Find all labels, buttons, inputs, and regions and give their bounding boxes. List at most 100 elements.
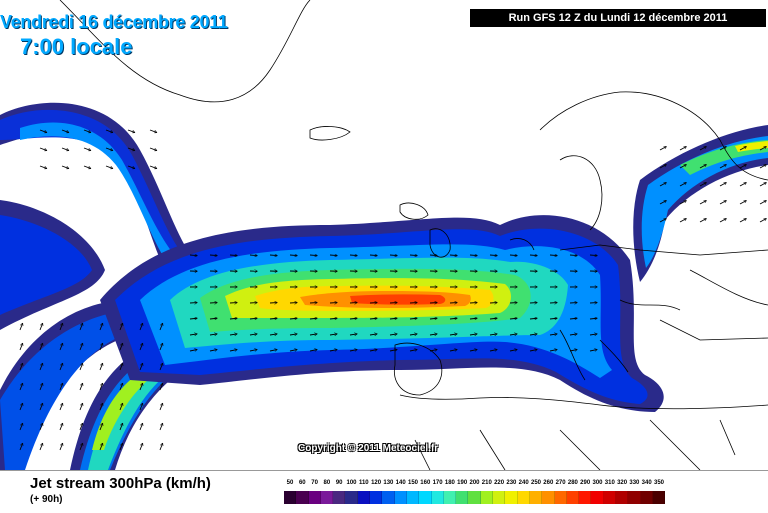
legend-swatch [616, 491, 628, 504]
wind-arrow-icon [390, 255, 397, 256]
legend-swatch [542, 491, 554, 504]
legend-swatch [555, 491, 567, 504]
legend-swatch [456, 491, 468, 504]
legend-label: 140 [395, 480, 407, 486]
legend-label: 170 [432, 480, 444, 486]
legend-swatch [444, 491, 456, 504]
wind-arrow-icon [510, 255, 517, 256]
legend-swatch [481, 491, 493, 504]
wind-arrow-icon [62, 166, 69, 168]
wind-arrow-icon [128, 130, 135, 132]
legend-swatch [653, 491, 665, 504]
wind-arrow-icon [720, 201, 726, 204]
wind-arrow-icon [570, 255, 577, 256]
legend-label: 350 [653, 480, 665, 486]
wind-arrow-icon [80, 403, 83, 410]
legend-label: 270 [555, 480, 567, 486]
wind-arrow-icon [740, 219, 746, 222]
wind-arrow-icon [20, 323, 23, 330]
wind-arrow-icon [60, 403, 63, 410]
legend-label: 60 [296, 480, 308, 486]
legend-label: 100 [346, 480, 358, 486]
copyright-text: Copyright © 2011 Meteociel.fr [298, 443, 438, 454]
legend-label: 320 [616, 480, 628, 486]
wind-arrow-icon [84, 166, 91, 168]
wind-arrow-icon [160, 443, 163, 450]
wind-arrow-icon [250, 255, 257, 256]
legend-swatch [358, 491, 370, 504]
legend-label: 210 [481, 480, 493, 486]
legend-label: 160 [419, 480, 431, 486]
wind-arrow-icon [530, 255, 537, 256]
wind-arrow-icon [330, 255, 337, 256]
wind-arrow-icon [740, 201, 746, 204]
wind-arrow-icon [140, 423, 143, 430]
legend-color-scale [284, 491, 665, 504]
legend-label: 120 [370, 480, 382, 486]
legend-label: 340 [641, 480, 653, 486]
legend-label: 310 [604, 480, 616, 486]
legend-swatch [309, 491, 321, 504]
wind-arrow-icon [680, 219, 686, 222]
legend-swatch [591, 491, 603, 504]
legend-label: 260 [542, 480, 554, 486]
wind-arrow-icon [740, 183, 746, 186]
legend-label: 240 [518, 480, 530, 486]
legend-swatch [345, 491, 357, 504]
legend-label: 190 [456, 480, 468, 486]
legend-label: 110 [358, 480, 370, 486]
wind-arrow-icon [490, 255, 497, 256]
jet-stream-field [0, 103, 768, 470]
wind-arrow-icon [40, 148, 47, 150]
wind-arrow-icon [450, 255, 457, 256]
wind-arrow-icon [290, 255, 297, 256]
legend-swatch [419, 491, 431, 504]
wind-arrow-icon [590, 255, 597, 256]
model-run-label: Run GFS 12 Z du Lundi 12 décembre 2011 [470, 9, 766, 27]
wind-arrow-icon [270, 255, 277, 256]
wind-arrow-icon [160, 423, 163, 430]
wind-arrow-icon [470, 255, 477, 256]
wind-arrow-icon [150, 166, 157, 168]
wind-arrow-icon [700, 219, 706, 222]
wind-arrow-icon [84, 148, 91, 150]
legend-label: 250 [530, 480, 542, 486]
legend-swatch [432, 491, 444, 504]
wind-arrow-icon [150, 148, 157, 150]
wind-arrow-icon [310, 255, 317, 256]
wind-arrow-icon [140, 443, 143, 450]
wind-arrow-icon [760, 219, 766, 222]
wind-arrow-icon [40, 323, 43, 330]
jet-stream-map: Vendredi 16 décembre 2011 7:00 locale Ru… [0, 0, 768, 470]
wind-arrow-icon [550, 255, 557, 256]
chart-title: Jet stream 300hPa (km/h) [30, 475, 211, 492]
wind-arrow-icon [20, 343, 23, 350]
wind-arrow-icon [60, 443, 63, 450]
legend-label: 330 [628, 480, 640, 486]
wind-arrow-icon [680, 147, 686, 150]
legend-swatch [468, 491, 480, 504]
wind-arrow-icon [760, 183, 766, 186]
legend-swatch [296, 491, 308, 504]
legend-label: 300 [592, 480, 604, 486]
legend-label: 290 [579, 480, 591, 486]
legend-swatch [505, 491, 517, 504]
wind-arrow-icon [40, 166, 47, 168]
wind-arrow-icon [370, 255, 377, 256]
legend-swatch [407, 491, 419, 504]
wind-arrow-icon [760, 201, 766, 204]
legend-label: 90 [333, 480, 345, 486]
wind-arrow-icon [350, 255, 357, 256]
legend-swatch [641, 491, 653, 504]
legend-label: 230 [505, 480, 517, 486]
wind-arrow-icon [430, 255, 437, 256]
legend-label: 180 [444, 480, 456, 486]
legend-swatch [382, 491, 394, 504]
legend-swatch [284, 491, 296, 504]
legend-swatch [567, 491, 579, 504]
legend-label: 150 [407, 480, 419, 486]
wind-arrow-icon [720, 183, 726, 186]
wind-arrow-icon [60, 423, 63, 430]
wind-arrow-icon [190, 255, 197, 256]
wind-arrow-icon [160, 403, 163, 410]
